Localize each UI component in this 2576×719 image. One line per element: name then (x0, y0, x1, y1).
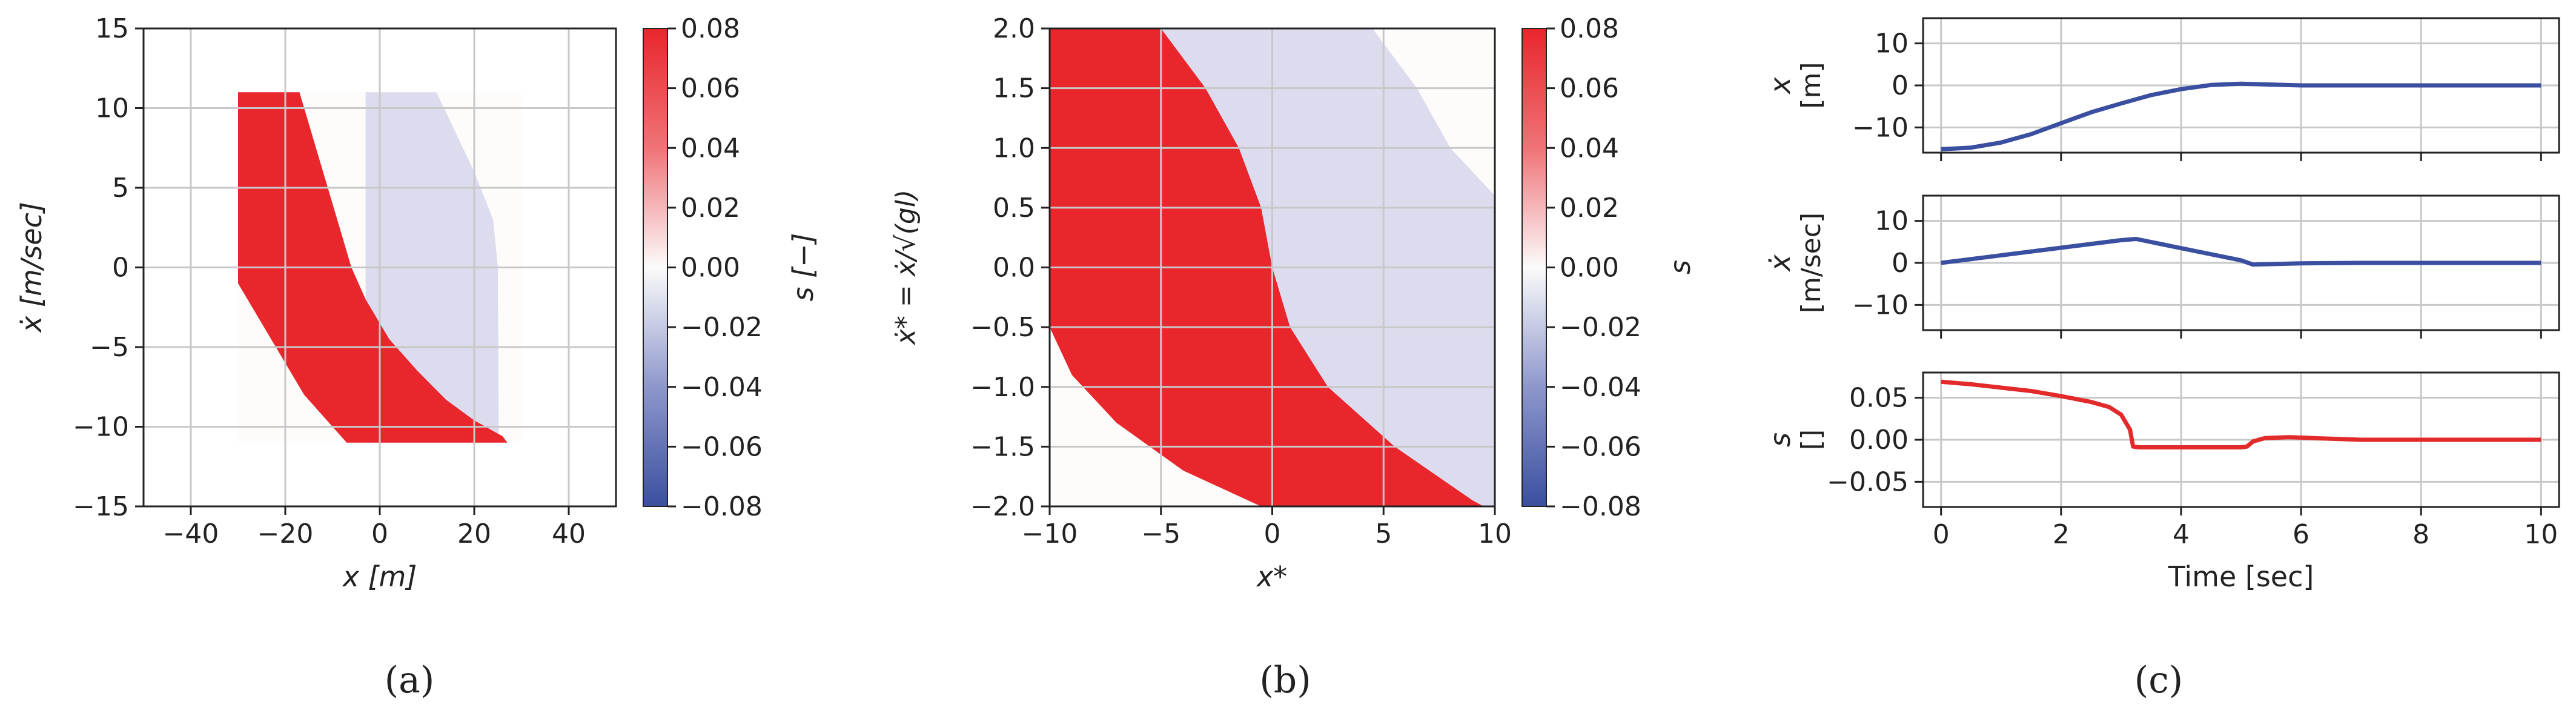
ytick-label: −10 (1852, 112, 1909, 143)
series-line-2 (1941, 237, 2541, 267)
xtick-label: 2 (2053, 519, 2070, 550)
panel-c: 10 0 −10 x [m] 10 0 −10 ẋ [m/sec] 0.05 0.00 −0.05 s[]… (1764, 17, 2560, 550)
colorbar-tick-label: 0.04 (1560, 133, 1619, 164)
ytick-label: 0.00 (1849, 425, 1909, 456)
xtick-label: 0 (1264, 519, 1281, 549)
ytick-label: 5 (112, 173, 129, 204)
xtick-label: −40 (163, 519, 219, 549)
colorbar-b (1521, 28, 1547, 507)
colorbar-tick-label: 0.08 (681, 13, 740, 44)
caption-b: (b) (1259, 659, 1311, 701)
colorbar-a (643, 28, 668, 507)
heatmap-b-outside-top-right (1372, 28, 1495, 196)
colorbar-tick-label: 0.08 (1560, 13, 1619, 44)
colorbar-tick-label: −0.06 (1560, 431, 1641, 462)
ylabel-unit: [] (1796, 429, 1827, 450)
xlabel-c: Time [sec] (2168, 560, 2314, 593)
colorbar-tick-label: 0.06 (1560, 73, 1619, 104)
colorbar-tick-label: −0.08 (681, 491, 763, 522)
ytick-label: 0.5 (993, 193, 1035, 224)
ytick-label: 2.0 (993, 13, 1035, 44)
subplot-3: 0.05 0.00 −0.05 s[] (1764, 371, 2560, 515)
ylabel-b: ẋ* = ẋ/√(gl) (890, 190, 921, 346)
ytick-label: −1.5 (970, 431, 1035, 462)
ytick-label: 0.05 (1849, 383, 1909, 414)
colorbar-a-label: s [−] (787, 233, 819, 301)
colorbar-tick-label: 0.00 (681, 253, 740, 283)
xtick-label: 0 (1933, 519, 1950, 550)
ytick-label: 0 (1892, 70, 1909, 101)
ytick-label: −2.0 (970, 491, 1035, 522)
heatmap-b-outside-bottom-left (1050, 327, 1262, 506)
ytick-label: −10 (1852, 290, 1909, 320)
ytick-label: 10 (1875, 28, 1909, 59)
colorbar-b-label: s (1664, 260, 1697, 274)
ylabel-unit: [m/sec] (1796, 213, 1827, 313)
ytick-label: −5 (90, 332, 129, 363)
xtick-label: −5 (1141, 519, 1180, 549)
panel-a: −40 −20 0 20 40 −15 −10 −5 0 5 10 15 x [m] ẋ [m/sec… (15, 13, 819, 701)
ytick-label: 1.5 (993, 73, 1035, 104)
ticks-a: −40 −20 0 20 40 −15 −10 −5 0 5 10 15 (73, 13, 586, 549)
xtick-label: 6 (2293, 519, 2309, 550)
subplot-1: 10 0 −10 x [m] (1764, 17, 2560, 161)
ytick-label: −0.5 (970, 312, 1035, 343)
xtick-label: 10 (2524, 519, 2558, 550)
ytick-label: −1.0 (970, 372, 1035, 403)
colorbar-tick-label: 0.00 (1560, 253, 1619, 283)
ylabel-symbol: ẋ (1764, 254, 1796, 273)
ylabel-unit: [m] (1796, 62, 1827, 108)
caption-a: (a) (385, 659, 435, 701)
ytick-label: 0 (112, 253, 129, 283)
xlabel-b: x* (1256, 560, 1287, 593)
ticks-b: −10 −5 0 5 10 2.0 1.5 1.0 0.5 0.0 −0.5 −1.0 −1.5 −2.0 (970, 13, 1512, 549)
xtick-label: 5 (1375, 519, 1392, 549)
xlabel-a: x [m] (342, 560, 417, 593)
caption-c: (c) (2134, 659, 2183, 701)
colorbar-b-ticks: 0.08 0.06 0.04 0.02 0.00 −0.02 −0.04 −0.06 −0.08 (1546, 13, 1641, 522)
ylabel-symbol: s (1764, 432, 1796, 447)
colorbar-tick-label: −0.02 (1560, 312, 1641, 343)
ytick-label: 15 (95, 13, 129, 44)
ytick-label: 0 (1892, 248, 1909, 279)
colorbar-tick-label: 0.02 (1560, 193, 1619, 224)
xtick-label: 0 (371, 519, 388, 549)
colorbar-tick-label: −0.04 (681, 372, 763, 403)
series-line-1 (1941, 81, 2541, 151)
ytick-label: 0.0 (993, 253, 1035, 283)
ytick-label: 1.0 (993, 133, 1035, 164)
colorbar-a-ticks: 0.08 0.06 0.04 0.02 0.00 −0.02 −0.04 −0.06 −0.08 (667, 13, 763, 522)
xtick-label: −10 (1022, 519, 1078, 549)
colorbar-tick-label: 0.06 (681, 73, 740, 104)
colorbar-tick-label: −0.08 (1560, 491, 1641, 522)
colorbar-tick-label: −0.04 (1560, 372, 1641, 403)
colorbar-tick-label: −0.06 (681, 431, 763, 462)
ylabel-symbol: x (1764, 77, 1796, 95)
panel-b: −10 −5 0 5 10 2.0 1.5 1.0 0.5 0.0 −0.5 −1.0 −1.5 −2.0… (890, 13, 1697, 701)
xtick-label: −20 (257, 519, 314, 549)
colorbar-tick-label: 0.02 (681, 193, 740, 224)
ytick-label: −0.05 (1827, 466, 1909, 497)
xtick-label: 8 (2412, 519, 2429, 550)
ytick-label: 10 (1875, 206, 1909, 237)
subplot-2: 10 0 −10 ẋ [m/sec] (1764, 194, 2560, 339)
heatmap-a-positive-region (238, 92, 508, 443)
xtick-label: 10 (1478, 519, 1512, 549)
xtick-label: 20 (457, 519, 491, 549)
ytick-label: −15 (73, 491, 129, 522)
ylabel-a: ẋ [m/sec] (15, 202, 48, 334)
xtick-label: 40 (552, 519, 586, 549)
colorbar-tick-label: −0.02 (681, 312, 763, 343)
ytick-label: 10 (95, 93, 129, 124)
colorbar-tick-label: 0.04 (681, 133, 740, 164)
xtick-label: 4 (2173, 519, 2190, 550)
ytick-label: −10 (73, 412, 129, 443)
series-line-3 (1941, 379, 2541, 449)
